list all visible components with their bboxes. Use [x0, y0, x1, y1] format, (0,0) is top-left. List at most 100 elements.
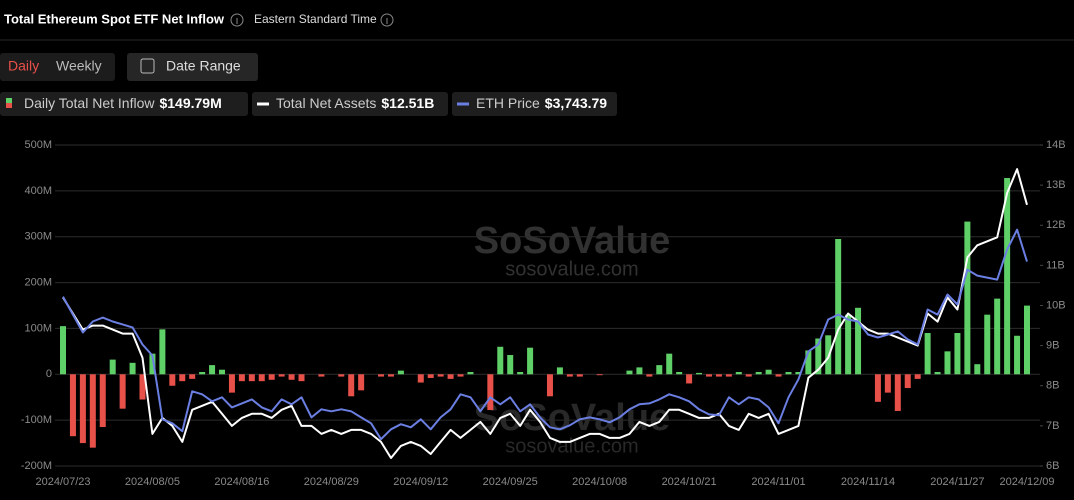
bar — [874, 374, 881, 402]
bar — [348, 374, 355, 397]
legend-item — [452, 92, 617, 116]
bar — [835, 239, 842, 375]
legend-value: $149.79M — [159, 95, 221, 111]
bar — [1024, 305, 1030, 375]
y-tick-label: 200M — [24, 276, 52, 288]
x-tick-label: 2024/11/01 — [751, 476, 805, 488]
bar — [755, 371, 762, 375]
bar — [566, 374, 573, 377]
bar — [596, 374, 603, 376]
watermark-url: sosovalue.com — [505, 258, 638, 280]
calendar-icon — [140, 58, 155, 74]
bar — [219, 369, 226, 375]
legend-label: ETH Price $3,743.79 — [476, 95, 607, 111]
bar — [238, 374, 245, 382]
bar — [467, 371, 474, 375]
bar — [546, 374, 553, 397]
watermark: SoSoValue — [474, 397, 670, 439]
x-tick-label: 2024/10/21 — [662, 476, 717, 488]
bar — [656, 365, 663, 375]
date-range-button[interactable] — [127, 53, 258, 81]
legend-value: $12.51B — [381, 95, 434, 111]
bar — [795, 371, 802, 375]
bar — [884, 374, 891, 393]
bar — [358, 374, 365, 391]
bar — [934, 371, 941, 375]
bar — [139, 374, 146, 400]
bar — [666, 353, 673, 375]
bar — [676, 371, 683, 375]
info-icon[interactable] — [230, 13, 244, 27]
bar — [228, 374, 235, 393]
timezone: Eastern Standard Time — [254, 12, 377, 26]
date-range-label[interactable]: Date Range — [166, 58, 241, 74]
bar — [944, 351, 951, 375]
bar — [765, 369, 772, 375]
y-tick-label: 500M — [24, 139, 52, 151]
bar — [99, 374, 106, 428]
y-tick-label: 0 — [46, 368, 52, 380]
y-tick-label: 400M — [24, 185, 52, 197]
bar — [517, 371, 524, 375]
bar — [427, 374, 434, 378]
x-tick-label: 2024/08/05 — [125, 476, 180, 488]
legend-label: Daily Total Net Inflow $149.79M — [24, 95, 222, 111]
y2-tick-label: 9B — [1046, 340, 1059, 352]
legend: Daily Total Net Inflow $149.79M Total Net … — [0, 92, 617, 116]
x-tick-label: 2024/11/14 — [841, 476, 895, 488]
bar — [904, 374, 911, 389]
bar — [815, 338, 822, 375]
bar — [60, 326, 66, 375]
bar — [845, 314, 852, 375]
bar — [805, 350, 812, 375]
bar — [696, 372, 703, 375]
y2-tick-label: 13B — [1046, 179, 1066, 191]
bar — [378, 374, 385, 377]
bar — [894, 374, 901, 411]
tab-daily[interactable]: Daily — [8, 58, 39, 74]
bar — [387, 374, 394, 377]
watermark: SoSoValue — [474, 220, 670, 262]
tab-weekly[interactable]: Weekly — [56, 58, 102, 74]
bar — [278, 374, 285, 377]
y-tick-label: -200M — [21, 460, 52, 472]
bar — [507, 355, 514, 375]
bar — [119, 374, 126, 409]
bar — [964, 221, 971, 375]
y2-tick-label: 7B — [1046, 420, 1059, 432]
legend-item — [0, 92, 248, 116]
bar — [636, 367, 643, 375]
y2-tick-label: 8B — [1046, 380, 1059, 392]
title: Total Ethereum Spot ETF Net Inflow — [4, 11, 225, 26]
info-icon[interactable] — [380, 13, 394, 27]
x-tick-label: 2024/11/27 — [930, 476, 984, 488]
bar — [417, 374, 424, 383]
legend-label: Total Net Assets $12.51B — [276, 95, 434, 111]
bar — [298, 374, 305, 382]
bar — [994, 298, 1001, 375]
y2-tick-label: 6B — [1046, 460, 1059, 472]
bar — [457, 374, 464, 377]
bar — [79, 374, 86, 444]
bar — [497, 346, 504, 375]
bar — [199, 371, 206, 375]
bar — [855, 307, 862, 375]
legend-item — [252, 92, 448, 116]
bar — [69, 374, 76, 437]
legend-value: $3,743.79 — [545, 95, 607, 111]
bar — [715, 374, 722, 377]
bar — [954, 333, 961, 375]
bar — [725, 374, 732, 377]
line-2 — [62, 228, 1028, 441]
bar — [1014, 335, 1021, 375]
x-tick-label: 2024/10/08 — [572, 476, 627, 488]
bar — [487, 374, 494, 411]
bar — [159, 329, 166, 375]
bar — [745, 374, 752, 377]
y2-tick-label: 10B — [1046, 299, 1066, 311]
legend-name: ETH Price — [476, 95, 540, 111]
x-tick-label: 2024/09/12 — [393, 476, 448, 488]
bar — [189, 374, 196, 379]
line-1 — [62, 168, 1028, 459]
